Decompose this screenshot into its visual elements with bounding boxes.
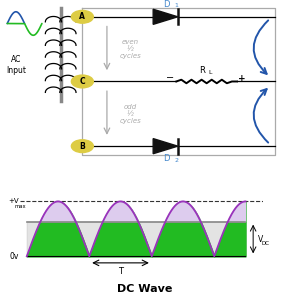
Text: V: V [257,235,263,244]
Text: R: R [199,66,205,75]
Text: B: B [79,142,85,151]
Text: A: A [79,12,85,21]
Text: +V: +V [8,198,19,204]
Text: L: L [209,70,212,75]
Text: T: T [118,267,123,276]
Text: 2: 2 [174,158,178,163]
Text: 0v: 0v [10,252,19,261]
Circle shape [71,140,93,152]
Circle shape [71,75,93,88]
Text: max: max [14,204,26,209]
Text: +: + [238,74,245,82]
Text: DC: DC [262,241,270,246]
Text: D: D [163,0,169,9]
Polygon shape [153,139,178,154]
Text: even
½
cycles: even ½ cycles [119,39,141,59]
Text: D: D [163,154,169,163]
Text: 1: 1 [174,3,178,8]
Text: −: − [166,73,175,83]
Polygon shape [153,9,178,24]
Circle shape [71,11,93,23]
Text: C: C [79,77,85,86]
Text: AC
Input: AC Input [6,56,26,75]
Text: odd
½
cycles: odd ½ cycles [119,104,141,124]
Text: DC Wave: DC Wave [117,284,172,294]
